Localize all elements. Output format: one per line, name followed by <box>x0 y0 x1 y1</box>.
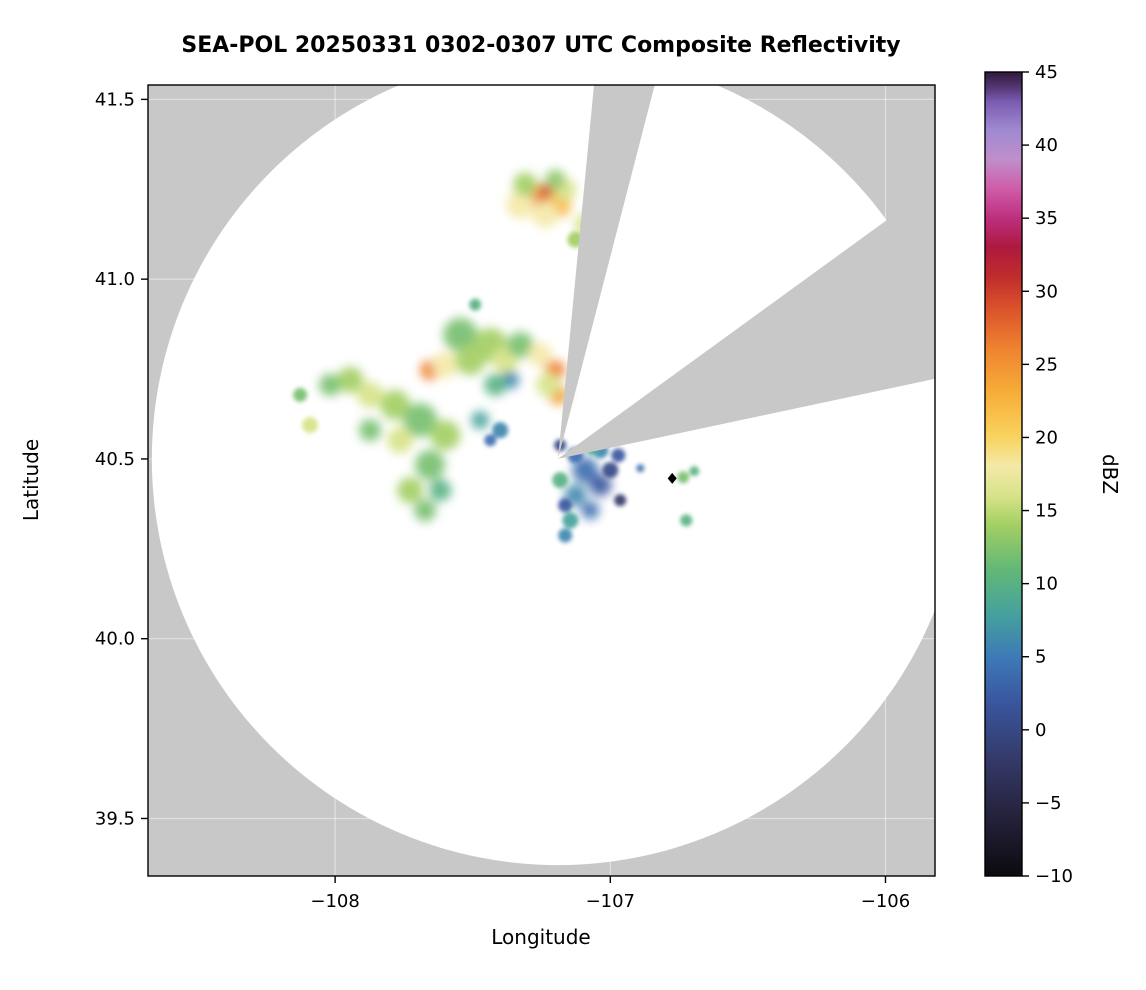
y-axis-ticks: 39.5 40.0 40.5 41.0 41.5 <box>95 89 148 829</box>
colorbar-tick-label: 15 <box>1035 501 1058 522</box>
colorbar-label: dBZ <box>1098 454 1122 494</box>
colorbar-tick-label: 20 <box>1035 427 1058 448</box>
colorbar-tick-label: 45 <box>1035 62 1058 83</box>
y-tick-label: 39.5 <box>95 808 135 829</box>
x-tick-label: −107 <box>586 891 635 912</box>
colorbar-tick-label: 35 <box>1035 208 1058 229</box>
chart-title: SEA-POL 20250331 0302-0307 UTC Composite… <box>181 33 900 58</box>
colorbar-tick-label: 40 <box>1035 135 1058 156</box>
colorbar-tick-label: 30 <box>1035 281 1058 302</box>
x-tick-label: −106 <box>861 891 910 912</box>
colorbar-tick-label: 5 <box>1035 647 1046 668</box>
y-tick-label: 40.5 <box>95 449 135 470</box>
site-diamond-marker <box>667 472 677 484</box>
blocked-beam-sectors <box>558 85 935 459</box>
x-tick-label: −108 <box>310 891 359 912</box>
axes-frame <box>147 84 936 877</box>
y-tick-label: 40.0 <box>95 629 135 650</box>
radar-coverage-circle <box>151 85 935 865</box>
colorbar <box>984 71 1023 877</box>
x-axis-label: Longitude <box>491 925 590 949</box>
colorbar-tick-label: 25 <box>1035 354 1058 375</box>
y-axis-label: Latitude <box>19 439 43 521</box>
colorbar-tick-label: 10 <box>1035 574 1058 595</box>
colorbar-tick-label: −5 <box>1035 793 1062 814</box>
y-tick-label: 41.5 <box>95 89 135 110</box>
x-axis-ticks: −108 −107 −106 <box>310 876 910 912</box>
colorbar-tick-label: 0 <box>1035 720 1046 741</box>
y-tick-label: 41.0 <box>95 269 135 290</box>
reflectivity-echoes-fine <box>293 231 700 543</box>
colorbar-tick-label: −10 <box>1035 866 1073 887</box>
colorbar-ticks: −10 −5 0 5 10 15 20 25 30 35 40 45 <box>1022 62 1073 887</box>
